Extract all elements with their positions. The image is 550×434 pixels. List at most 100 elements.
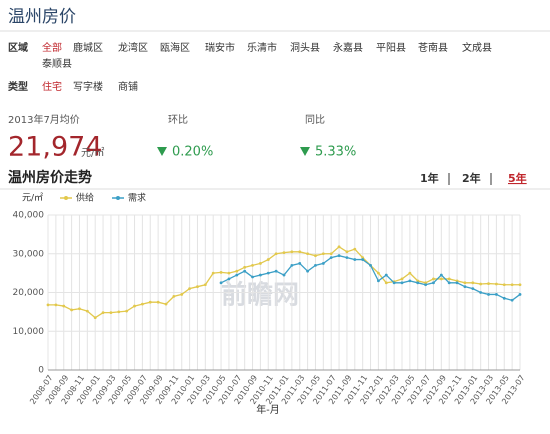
data-point bbox=[243, 269, 247, 273]
data-point bbox=[361, 256, 365, 260]
data-point bbox=[274, 252, 278, 256]
data-point bbox=[487, 293, 490, 296]
data-point bbox=[306, 269, 309, 273]
data-point bbox=[377, 279, 380, 283]
data-point bbox=[518, 283, 522, 287]
filter-option[interactable]: 文成县 bbox=[462, 41, 492, 54]
price-unit: 元/㎡ bbox=[81, 147, 104, 159]
data-point bbox=[337, 254, 341, 258]
data-point bbox=[148, 300, 152, 304]
data-point bbox=[432, 277, 435, 281]
data-point bbox=[455, 279, 459, 283]
filter-option[interactable]: 瑞安市 bbox=[205, 41, 235, 54]
filter-option[interactable]: 瓯海区 bbox=[160, 41, 190, 54]
data-point bbox=[353, 247, 357, 251]
y-tick-label: 40,000 bbox=[13, 211, 45, 221]
data-point bbox=[298, 250, 302, 254]
y-unit: 元/㎡ bbox=[22, 193, 43, 204]
y-tick-label: 20,000 bbox=[13, 288, 45, 298]
data-point bbox=[196, 285, 199, 289]
range-button[interactable]: 2年 bbox=[462, 171, 481, 185]
data-point bbox=[400, 281, 404, 285]
data-point bbox=[518, 293, 522, 296]
data-point bbox=[85, 309, 89, 313]
range-button[interactable]: 5年 bbox=[508, 171, 527, 185]
data-point bbox=[266, 258, 270, 261]
data-point bbox=[361, 258, 365, 261]
data-point bbox=[251, 275, 254, 279]
filter-label: 区域 bbox=[8, 41, 28, 54]
data-point bbox=[329, 252, 333, 256]
data-point bbox=[392, 281, 396, 285]
x-axis-label: 年-月 bbox=[256, 403, 280, 416]
filter-option[interactable]: 洞头县 bbox=[290, 42, 320, 54]
data-point bbox=[274, 269, 278, 273]
filter-option[interactable]: 鹿城区 bbox=[73, 41, 103, 54]
data-point bbox=[235, 269, 239, 273]
page-title: 温州房价 bbox=[8, 7, 76, 27]
filter-option[interactable]: 龙湾区 bbox=[118, 41, 148, 54]
data-point bbox=[141, 302, 144, 306]
filter-option[interactable]: 平阳县 bbox=[376, 42, 406, 54]
data-point bbox=[227, 277, 231, 281]
data-point bbox=[188, 287, 192, 291]
yoy-label: 同比 bbox=[305, 114, 325, 126]
data-point bbox=[439, 277, 443, 281]
data-point bbox=[455, 281, 459, 285]
data-point bbox=[259, 273, 262, 277]
data-point bbox=[510, 298, 514, 302]
range-button[interactable]: 1年 bbox=[420, 171, 439, 185]
data-point bbox=[495, 293, 498, 296]
data-point bbox=[384, 273, 388, 277]
legend-marker bbox=[116, 196, 120, 200]
legend-label: 需求 bbox=[128, 192, 146, 204]
data-point bbox=[78, 307, 81, 311]
yoy-value: 5.33% bbox=[315, 145, 356, 160]
legend-marker bbox=[64, 196, 68, 200]
data-point bbox=[282, 273, 286, 277]
data-point bbox=[117, 310, 121, 314]
filter-option[interactable]: 住宅 bbox=[42, 80, 62, 93]
data-point bbox=[46, 303, 50, 307]
data-point bbox=[298, 262, 302, 265]
data-point bbox=[510, 283, 514, 287]
price-value: 21,974 bbox=[8, 132, 102, 163]
data-point bbox=[62, 304, 66, 308]
filter-option[interactable]: 乐清市 bbox=[247, 41, 277, 54]
data-point bbox=[164, 302, 168, 306]
data-point bbox=[432, 281, 435, 285]
filter-option[interactable]: 商铺 bbox=[118, 80, 138, 93]
filter-option[interactable]: 写字楼 bbox=[73, 80, 103, 93]
data-point bbox=[416, 279, 420, 283]
data-point bbox=[101, 311, 105, 315]
data-point bbox=[54, 303, 58, 307]
filter-option[interactable]: 永嘉县 bbox=[333, 41, 363, 54]
price-period: 2013年7月均价 bbox=[8, 113, 80, 126]
down-arrow bbox=[300, 147, 310, 156]
data-point bbox=[471, 287, 475, 291]
data-point bbox=[314, 254, 317, 258]
mom-label: 环比 bbox=[168, 114, 188, 126]
data-point bbox=[471, 281, 475, 285]
data-point bbox=[353, 258, 357, 261]
filter-option[interactable]: 苍南县 bbox=[418, 41, 448, 54]
data-point bbox=[479, 282, 483, 286]
data-point bbox=[211, 271, 215, 275]
data-point bbox=[227, 271, 231, 275]
data-point bbox=[266, 271, 270, 275]
data-point bbox=[235, 273, 239, 277]
data-point bbox=[329, 256, 333, 260]
data-point bbox=[282, 251, 286, 254]
data-point bbox=[125, 309, 129, 313]
data-point bbox=[377, 271, 380, 275]
data-point bbox=[321, 252, 325, 256]
filter-option[interactable]: 泰顺县 bbox=[42, 57, 72, 70]
filter-option[interactable]: 全部 bbox=[42, 41, 62, 54]
data-point bbox=[321, 262, 325, 265]
down-arrow bbox=[157, 147, 167, 156]
data-point bbox=[133, 304, 136, 308]
data-point bbox=[495, 282, 498, 286]
